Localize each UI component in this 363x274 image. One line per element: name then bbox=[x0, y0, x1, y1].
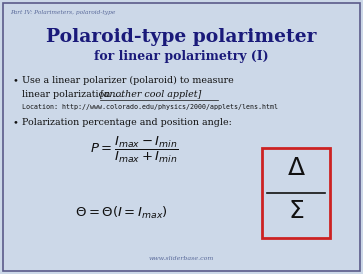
Bar bbox=[262, 148, 330, 238]
Text: Use a linear polarizer (polaroid) to measure: Use a linear polarizer (polaroid) to mea… bbox=[22, 76, 234, 85]
Text: •: • bbox=[13, 76, 19, 85]
Text: linear polarization ...: linear polarization ... bbox=[22, 90, 125, 99]
Text: www.sliderbase.com: www.sliderbase.com bbox=[148, 256, 213, 261]
Text: $\Delta$: $\Delta$ bbox=[286, 156, 305, 180]
Text: for linear polarimetry (I): for linear polarimetry (I) bbox=[94, 50, 268, 63]
Text: •: • bbox=[13, 118, 19, 127]
Text: Polaroid-type polarimeter: Polaroid-type polarimeter bbox=[46, 28, 316, 46]
Text: $\Theta = \Theta(I = I_{max})$: $\Theta = \Theta(I = I_{max})$ bbox=[75, 205, 168, 221]
Text: [another cool applet]: [another cool applet] bbox=[100, 90, 201, 99]
Text: Location: http://www.colorado.edu/physics/2000/applets/lens.html: Location: http://www.colorado.edu/physic… bbox=[22, 104, 278, 110]
Text: $P = \dfrac{I_{max} - I_{min}}{I_{max} + I_{min}}$: $P = \dfrac{I_{max} - I_{min}}{I_{max} +… bbox=[90, 135, 179, 165]
Text: $\Sigma$: $\Sigma$ bbox=[288, 199, 304, 223]
Text: Polarization percentage and position angle:: Polarization percentage and position ang… bbox=[22, 118, 232, 127]
Text: Part IV: Polarimeters, polaroid-type: Part IV: Polarimeters, polaroid-type bbox=[10, 10, 115, 15]
